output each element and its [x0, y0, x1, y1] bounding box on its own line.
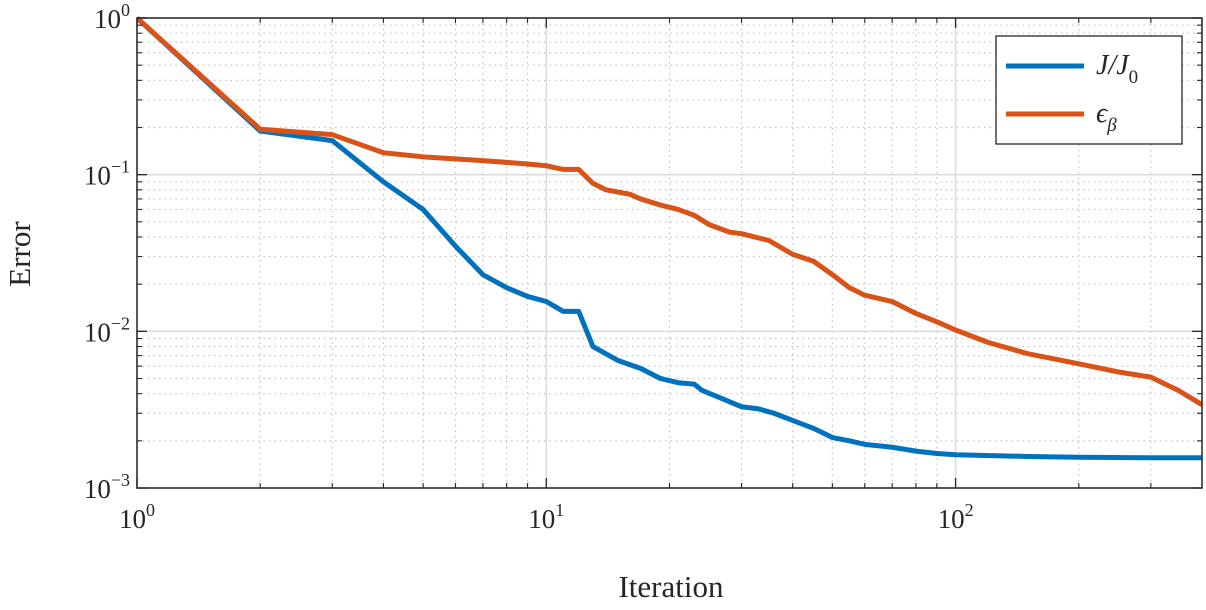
y-tick-label: 10−2 — [84, 313, 130, 347]
y-tick-labels: 100 10−1 10−2 10−3 — [84, 0, 130, 504]
x-tick-label: 101 — [528, 500, 564, 534]
y-tick-label: 10−1 — [84, 157, 130, 191]
x-tick-label: 102 — [938, 500, 974, 534]
legend-label: ϵβ — [1096, 98, 1117, 136]
series-layer — [137, 16, 1202, 461]
y-tick-label: 100 — [94, 0, 130, 34]
x-axis-label: Iteration — [618, 569, 724, 604]
legend: J/J0 ϵβ — [995, 35, 1183, 145]
legend-label: J/J0 — [1096, 50, 1138, 88]
series-line-2 — [137, 16, 1202, 407]
x-tick-labels: 100 101 102 — [119, 500, 974, 534]
y-axis-label: Error — [2, 221, 37, 287]
x-tick-label: 100 — [119, 500, 155, 534]
series-line-1 — [137, 16, 1202, 461]
legend-box — [995, 35, 1183, 145]
axis-ticks — [136, 17, 1203, 489]
y-tick-label: 10−3 — [84, 470, 130, 504]
